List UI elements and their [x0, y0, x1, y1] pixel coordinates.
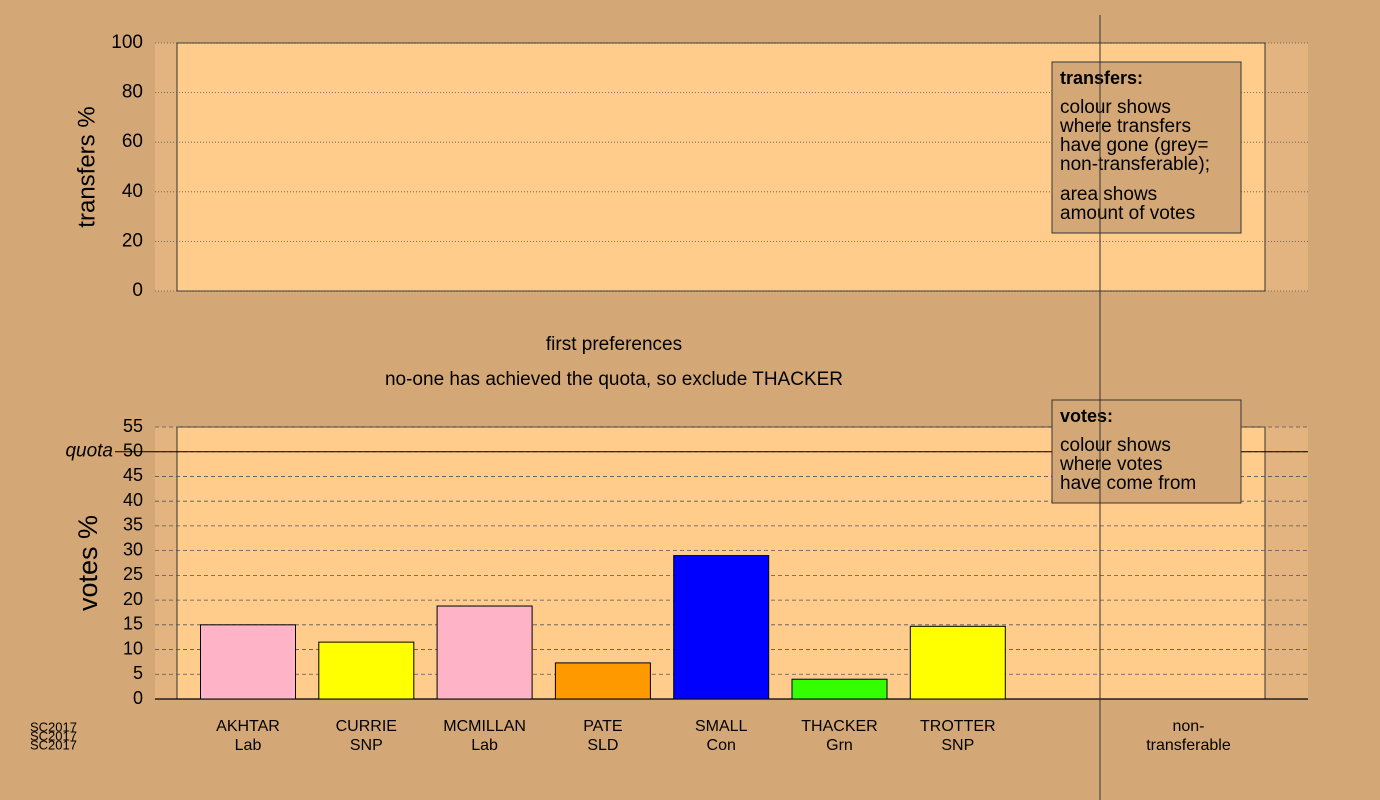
bar [436, 605, 533, 700]
legend-text: where votes [1059, 454, 1162, 475]
legend-text: where transfers [1059, 116, 1191, 137]
x-tick-label: SNP [941, 737, 974, 754]
y-tick-label: 10 [123, 638, 143, 658]
x-tick-label: AKHTAR [216, 718, 280, 735]
y-tick-label: 35 [123, 515, 143, 535]
footer: SC2017 [30, 719, 77, 734]
x-tick-label: THACKER [801, 718, 877, 735]
y-axis-label: votes % [73, 515, 103, 611]
y-tick-label: 0 [132, 280, 143, 301]
y-tick-label: 15 [123, 614, 143, 634]
x-tick-label: Lab [235, 737, 262, 754]
bar [554, 662, 651, 700]
x-tick-label: Con [707, 737, 736, 754]
bar [200, 624, 296, 700]
legend-text: area shows [1060, 184, 1157, 205]
y-tick-label: 50 [123, 440, 143, 460]
y-tick-label: 25 [123, 564, 143, 584]
y-tick-label: 0 [133, 688, 143, 708]
y-tick-label: 5 [133, 663, 143, 683]
chart-subtitle: no-one has achieved the quota, so exclud… [385, 369, 843, 390]
legend-title: votes: [1060, 406, 1113, 426]
x-tick-label: non- [1172, 718, 1204, 735]
x-tick-label: SNP [350, 737, 383, 754]
legend-text: amount of votes [1060, 203, 1195, 224]
legend-title: transfers: [1060, 68, 1143, 88]
bar [673, 555, 770, 700]
quota-label: quota [65, 441, 113, 462]
legend-text: have gone (grey= [1060, 135, 1208, 156]
footer: SC2017 [30, 737, 77, 752]
y-tick-label: 40 [123, 490, 143, 510]
chart-title: first preferences [546, 334, 682, 355]
legend-box [1051, 399, 1242, 504]
x-tick-label: TROTTER [920, 718, 996, 735]
bar [909, 625, 1006, 700]
y-tick-label: 45 [123, 465, 143, 485]
y-tick-label: 30 [123, 539, 143, 559]
bar [791, 678, 888, 700]
y-tick-label: 100 [111, 32, 143, 53]
legend-text: have come from [1060, 473, 1196, 494]
y-tick-label: 20 [122, 230, 143, 251]
y-axis-label: transfers % [73, 106, 100, 227]
x-tick-label: CURRIE [336, 718, 397, 735]
x-tick-label: SMALL [695, 718, 748, 735]
x-tick-label: SLD [587, 737, 618, 754]
x-tick-label: transferable [1146, 737, 1231, 754]
x-tick-label: Lab [471, 737, 498, 754]
y-tick-label: 40 [122, 181, 143, 202]
x-tick-label: MCMILLAN [443, 718, 526, 735]
x-tick-label: PATE [583, 718, 622, 735]
y-tick-label: 20 [123, 589, 143, 609]
legend-text: colour shows [1060, 435, 1171, 456]
y-tick-label: 60 [122, 131, 143, 152]
y-tick-label: 80 [122, 82, 143, 103]
legend-box [1051, 61, 1242, 234]
footer: SC2017 [30, 728, 77, 743]
legend-text: colour shows [1060, 97, 1171, 118]
x-tick-label: Grn [826, 737, 853, 754]
legend-text: non-transferable); [1060, 154, 1210, 175]
bar [318, 641, 415, 700]
y-tick-label: 55 [123, 416, 143, 436]
